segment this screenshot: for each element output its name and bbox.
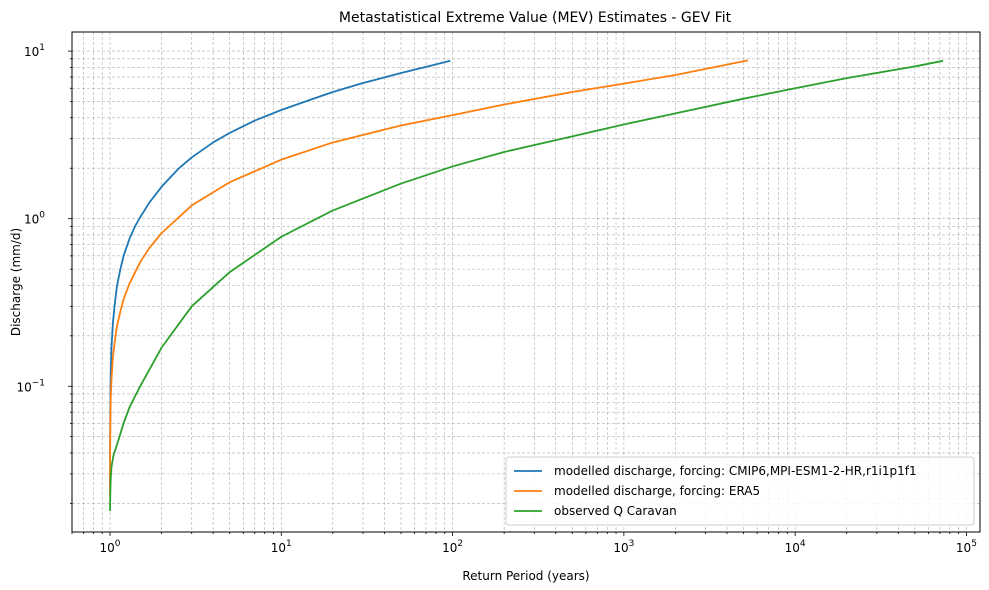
series-line-1 bbox=[109, 59, 749, 497]
legend-label: modelled discharge, forcing: ERA5 bbox=[554, 484, 760, 498]
series-line-2 bbox=[109, 59, 944, 512]
legend-label: modelled discharge, forcing: CMIP6,MPI-E… bbox=[554, 464, 917, 478]
curves bbox=[109, 59, 944, 512]
x-tick-label: 102 bbox=[442, 539, 463, 555]
chart-title: Metastatistical Extreme Value (MEV) Esti… bbox=[339, 10, 732, 26]
y-tick-label: 101 bbox=[24, 43, 45, 59]
x-tick-label: 101 bbox=[271, 539, 292, 555]
legend: modelled discharge, forcing: CMIP6,MPI-E… bbox=[505, 456, 975, 526]
x-tick-label: 104 bbox=[785, 539, 806, 555]
x-axis-label: Return Period (years) bbox=[462, 569, 589, 583]
ticks: 100 101 102 103 104 105 10−1 100 101 bbox=[16, 43, 977, 555]
x-tick-label: 100 bbox=[99, 539, 120, 555]
y-tick-label: 10−1 bbox=[16, 378, 45, 394]
x-tick-label: 105 bbox=[956, 539, 977, 555]
x-tick-label: 103 bbox=[613, 539, 634, 555]
legend-label: observed Q Caravan bbox=[554, 504, 677, 518]
y-axis-label: Discharge (mm/d) bbox=[9, 228, 23, 336]
legend-box bbox=[505, 456, 975, 526]
plot-area-frame bbox=[71, 31, 981, 533]
series-line-0 bbox=[109, 59, 451, 488]
y-tick-label: 100 bbox=[24, 211, 45, 227]
grid bbox=[71, 32, 980, 532]
